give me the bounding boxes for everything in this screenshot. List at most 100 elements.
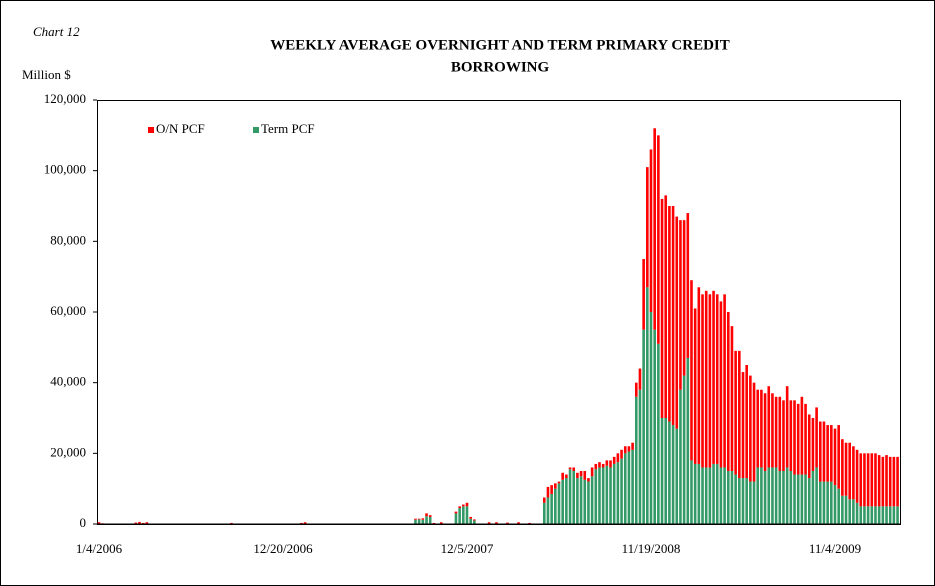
bar-segment: [638, 368, 642, 390]
bar-segment: [458, 506, 461, 509]
bar-segment: [848, 499, 852, 524]
bar-segment: [778, 471, 782, 524]
bar-segment: [719, 301, 723, 468]
bar-segment: [594, 469, 598, 524]
bar-segment: [550, 485, 553, 494]
y-tick-label: 20,000: [50, 444, 86, 459]
bar-segment: [657, 343, 660, 524]
bar-segment: [134, 522, 138, 524]
bar-segment: [874, 506, 877, 524]
bar-segment: [421, 519, 425, 524]
x-tick-label: 1/4/2006: [76, 541, 123, 556]
bar-segment: [590, 476, 594, 524]
bar-segment: [642, 259, 645, 330]
bar-segment: [774, 467, 778, 524]
bar-segment: [863, 453, 866, 507]
bar-segment: [763, 393, 767, 471]
bar-segment: [462, 504, 465, 507]
bar-segment: [609, 460, 612, 468]
bar-segment: [561, 472, 564, 480]
bar-segment: [734, 474, 737, 524]
bar-segment: [300, 522, 303, 524]
y-tick-label: 80,000: [50, 232, 86, 247]
legend-swatch: [253, 127, 259, 133]
bar-segment: [815, 467, 818, 524]
bar-segment: [671, 425, 675, 524]
bar-segment: [605, 460, 609, 466]
bar-segment: [708, 294, 712, 468]
bar-segment: [800, 396, 804, 475]
bar-segment: [848, 442, 852, 500]
bar-segment: [542, 497, 546, 503]
x-tick-label: 12/5/2007: [441, 541, 494, 556]
bar-segment: [837, 488, 840, 524]
bar-segment: [715, 294, 719, 464]
bar-segment: [679, 220, 682, 390]
bar-segment: [804, 403, 807, 475]
bar-segment: [465, 502, 469, 507]
bar-segment: [708, 467, 712, 524]
bar-segment: [690, 460, 693, 524]
bar-segment: [598, 462, 601, 468]
bar-segment: [767, 386, 771, 468]
bar-segment: [774, 396, 778, 468]
bar-segment: [793, 400, 796, 475]
bar-segment: [712, 290, 715, 464]
bar-segment: [830, 425, 833, 482]
bar-segment: [601, 467, 605, 524]
bar-segment: [97, 522, 101, 524]
chart-title: WEEKLY AVERAGE OVERNIGHT AND TERM PRIMAR…: [270, 37, 730, 53]
bar-segment: [697, 463, 701, 524]
bar-segment: [760, 389, 763, 468]
bar-segment: [818, 481, 822, 524]
bar-segment: [863, 506, 866, 524]
bar-segment: [826, 425, 829, 482]
legend-label: O/N PCF: [156, 121, 205, 136]
bar-segment: [572, 467, 576, 471]
bar-segment: [877, 455, 881, 507]
bar-segment: [807, 414, 811, 479]
bar-segment: [664, 418, 668, 524]
bar-segment: [896, 506, 899, 524]
bar-segment: [826, 481, 829, 524]
bar-segment: [715, 463, 719, 524]
bar-segment: [686, 213, 690, 358]
bar-segment: [657, 135, 660, 344]
bar-segment: [789, 400, 793, 471]
bar-segment: [800, 474, 804, 524]
bar-segment: [892, 506, 896, 524]
bar-segment: [701, 294, 704, 468]
bar-segment: [506, 522, 509, 524]
bar-segment: [601, 463, 605, 468]
bar-segment: [303, 522, 307, 524]
bar-segment: [576, 472, 579, 479]
bar-segment: [550, 493, 553, 524]
bar-segment: [649, 312, 653, 524]
bar-segment: [646, 287, 649, 524]
bar-segment: [885, 455, 888, 507]
bar-segment: [432, 522, 436, 524]
bar-segment: [730, 471, 734, 524]
bar-segment: [668, 206, 671, 422]
bar-segment: [428, 516, 432, 524]
bar-segment: [738, 350, 741, 479]
y-tick-label: 0: [80, 515, 87, 530]
bar-segment: [693, 463, 697, 524]
bar-segment: [587, 478, 590, 482]
bar-segment: [833, 428, 837, 486]
bar-segment: [141, 522, 145, 524]
bar-segment: [517, 522, 520, 524]
bar-segment: [623, 453, 627, 524]
bar-segment: [859, 506, 863, 524]
bar-segment: [704, 467, 708, 524]
bar-segment: [583, 479, 587, 524]
bar-segment: [561, 479, 564, 524]
bar-segment: [719, 467, 723, 524]
bar-segment: [855, 449, 859, 503]
bar-segment: [822, 421, 826, 482]
bar-segment: [646, 167, 649, 288]
bar-segment: [583, 471, 587, 480]
bar-segment: [804, 474, 807, 524]
bar-segment: [425, 516, 428, 524]
bar-segment: [785, 386, 789, 468]
